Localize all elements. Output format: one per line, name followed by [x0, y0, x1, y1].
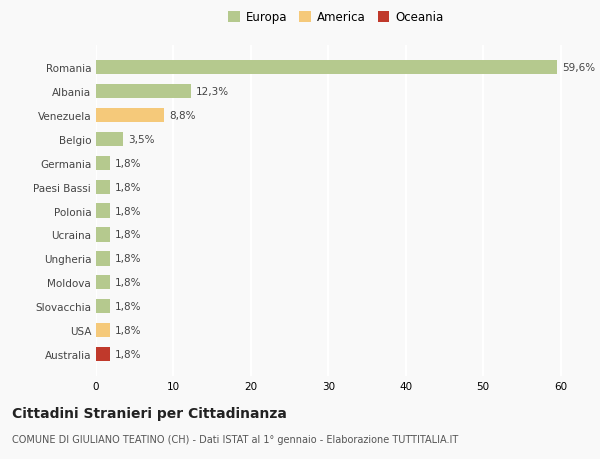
Text: 1,8%: 1,8%: [115, 254, 141, 264]
Bar: [96, 299, 110, 313]
Text: 3,5%: 3,5%: [128, 134, 154, 145]
Text: 1,8%: 1,8%: [115, 230, 141, 240]
Bar: [96, 228, 110, 242]
Text: 1,8%: 1,8%: [115, 302, 141, 312]
Bar: [96, 61, 557, 75]
Text: 1,8%: 1,8%: [115, 182, 141, 192]
Text: 1,8%: 1,8%: [115, 206, 141, 216]
Text: 1,8%: 1,8%: [115, 278, 141, 288]
Text: 59,6%: 59,6%: [562, 63, 595, 73]
Bar: [96, 157, 110, 171]
Bar: [96, 347, 110, 361]
Bar: [96, 275, 110, 290]
Text: 8,8%: 8,8%: [169, 111, 195, 121]
Text: 1,8%: 1,8%: [115, 158, 141, 168]
Text: Cittadini Stranieri per Cittadinanza: Cittadini Stranieri per Cittadinanza: [12, 406, 287, 420]
Bar: [96, 109, 164, 123]
Text: 12,3%: 12,3%: [196, 87, 229, 97]
Bar: [96, 204, 110, 218]
Legend: Europa, America, Oceania: Europa, America, Oceania: [226, 9, 446, 27]
Text: 1,8%: 1,8%: [115, 325, 141, 336]
Bar: [96, 85, 191, 99]
Bar: [96, 133, 123, 147]
Text: COMUNE DI GIULIANO TEATINO (CH) - Dati ISTAT al 1° gennaio - Elaborazione TUTTIT: COMUNE DI GIULIANO TEATINO (CH) - Dati I…: [12, 434, 458, 444]
Bar: [96, 180, 110, 195]
Bar: [96, 252, 110, 266]
Bar: [96, 323, 110, 337]
Text: 1,8%: 1,8%: [115, 349, 141, 359]
